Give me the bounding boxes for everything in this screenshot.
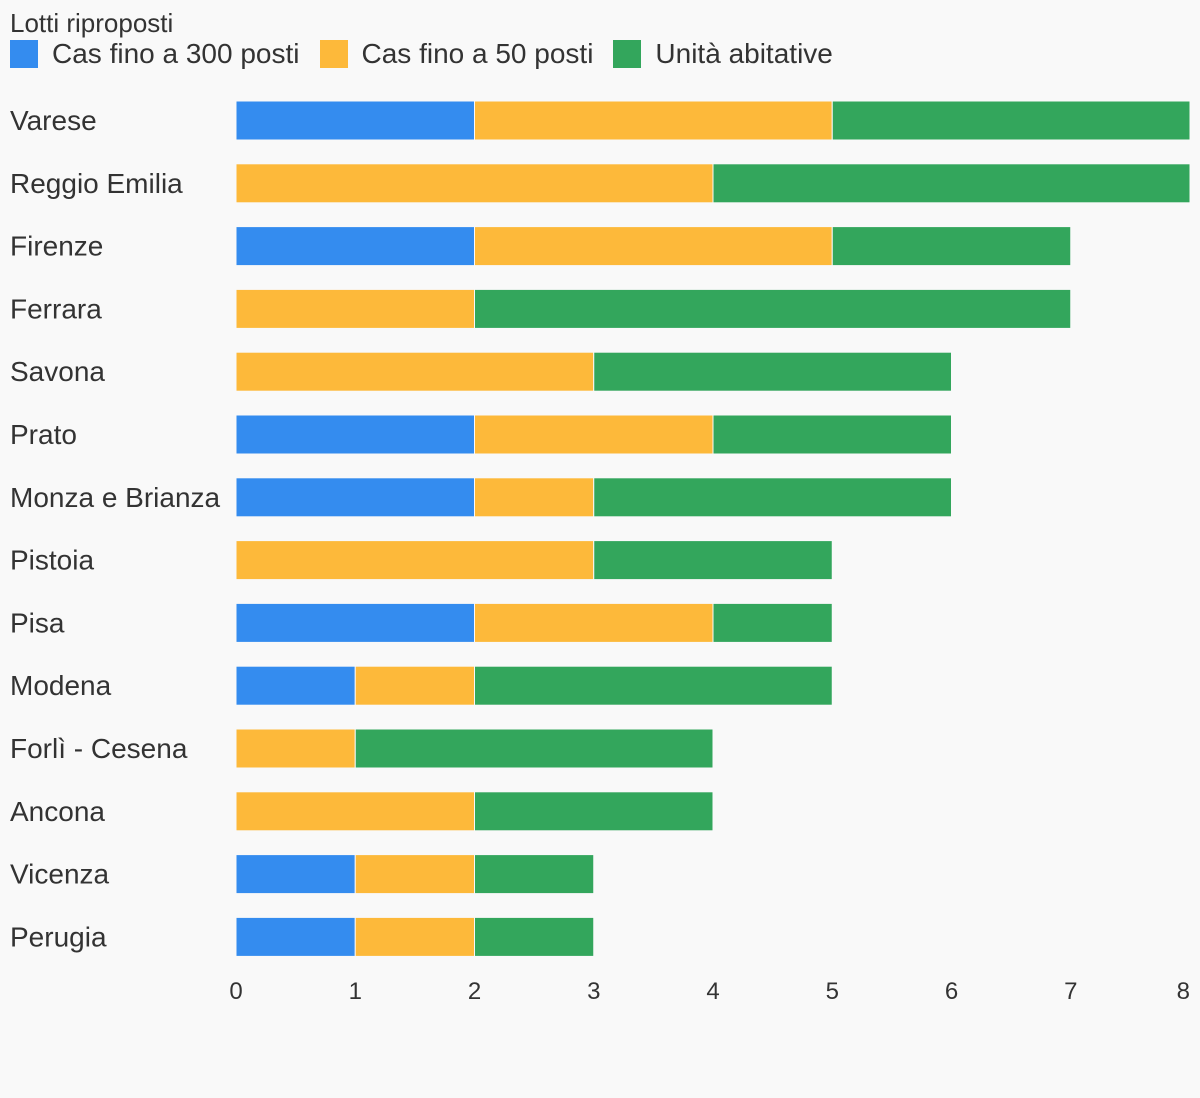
bar-savona-unita-abitative[interactable] — [593, 351, 952, 392]
legend-label-cas-50: Cas fino a 50 posti — [361, 38, 594, 69]
category-label-varese: Varese — [10, 105, 97, 136]
x-tick-label-6: 6 — [945, 978, 958, 1005]
category-label-modena: Modena — [10, 670, 112, 701]
bar-forli-cesena-unita-abitative[interactable] — [354, 728, 714, 769]
bar-monza-e-brianza-unita-abitative[interactable] — [593, 477, 952, 518]
legend-item-unita-abitative[interactable]: Unità abitative — [613, 38, 833, 70]
x-tick-label-3: 3 — [587, 978, 600, 1005]
bar-firenze-unita-abitative[interactable] — [831, 226, 1072, 267]
category-label-savona: Savona — [10, 356, 105, 387]
bar-monza-e-brianza-cas-fino-a-50-posti[interactable] — [474, 477, 595, 518]
bar-forli-cesena-cas-fino-a-50-posti[interactable] — [235, 728, 356, 769]
bar-vicenza-cas-fino-a-50-posti[interactable] — [354, 854, 475, 895]
x-tick-label-4: 4 — [706, 978, 719, 1005]
category-label-prato: Prato — [10, 419, 77, 450]
bar-perugia-cas-fino-a-300-posti[interactable] — [235, 916, 356, 957]
legend-swatch-cas-50 — [319, 40, 348, 68]
bar-reggio-emilia-cas-fino-a-50-posti[interactable] — [235, 163, 714, 204]
category-label-reggio-emilia: Reggio Emilia — [10, 168, 183, 199]
legend: Cas fino a 300 posti Cas fino a 50 posti… — [10, 38, 853, 70]
bar-varese-unita-abitative[interactable] — [831, 100, 1191, 141]
x-tick-label-7: 7 — [1064, 978, 1077, 1005]
bar-pistoia-cas-fino-a-50-posti[interactable] — [235, 540, 595, 581]
bar-vicenza-cas-fino-a-300-posti[interactable] — [235, 854, 356, 895]
legend-label-unita-abitative: Unità abitative — [655, 38, 833, 69]
bar-ferrara-unita-abitative[interactable] — [474, 288, 1072, 329]
legend-swatch-unita-abitative — [613, 40, 642, 68]
category-label-ancona: Ancona — [10, 796, 105, 827]
x-tick-label-5: 5 — [826, 978, 839, 1005]
category-label-pisa: Pisa — [10, 607, 65, 638]
bar-savona-cas-fino-a-50-posti[interactable] — [235, 351, 595, 392]
bar-pisa-cas-fino-a-50-posti[interactable] — [474, 602, 714, 643]
bar-modena-cas-fino-a-50-posti[interactable] — [354, 665, 475, 706]
bar-varese-cas-fino-a-50-posti[interactable] — [474, 100, 833, 141]
legend-item-cas-50[interactable]: Cas fino a 50 posti — [319, 38, 594, 70]
bar-perugia-unita-abitative[interactable] — [474, 916, 595, 957]
bar-prato-unita-abitative[interactable] — [712, 414, 952, 455]
bar-firenze-cas-fino-a-50-posti[interactable] — [474, 226, 833, 267]
bar-modena-unita-abitative[interactable] — [474, 665, 833, 706]
bar-ancona-unita-abitative[interactable] — [474, 791, 714, 832]
bar-ferrara-cas-fino-a-50-posti[interactable] — [235, 288, 475, 329]
bar-pisa-unita-abitative[interactable] — [712, 602, 833, 643]
legend-label-cas-300: Cas fino a 300 posti — [52, 38, 300, 69]
bar-ancona-cas-fino-a-50-posti[interactable] — [235, 791, 475, 832]
bar-pistoia-unita-abitative[interactable] — [593, 540, 833, 581]
x-tick-label-1: 1 — [349, 978, 362, 1005]
category-label-firenze: Firenze — [10, 231, 103, 262]
bar-perugia-cas-fino-a-50-posti[interactable] — [354, 916, 475, 957]
category-label-perugia: Perugia — [10, 921, 107, 952]
chart-title: Lotti riproposti — [10, 8, 174, 38]
category-label-forli-cesena: Forlì - Cesena — [10, 733, 188, 764]
bar-modena-cas-fino-a-300-posti[interactable] — [235, 665, 356, 706]
category-label-vicenza: Vicenza — [10, 859, 110, 890]
category-label-ferrara: Ferrara — [10, 293, 102, 324]
legend-swatch-cas-300 — [10, 40, 38, 68]
bar-reggio-emilia-unita-abitative[interactable] — [712, 163, 1191, 204]
legend-item-cas-300[interactable]: Cas fino a 300 posti — [10, 38, 300, 70]
bar-prato-cas-fino-a-300-posti[interactable] — [235, 414, 475, 455]
x-tick-label-8: 8 — [1177, 978, 1190, 1005]
bar-pisa-cas-fino-a-300-posti[interactable] — [235, 602, 475, 643]
category-label-pistoia: Pistoia — [10, 545, 94, 576]
category-label-monza-e-brianza: Monza e Brianza — [10, 482, 221, 513]
bar-vicenza-unita-abitative[interactable] — [474, 854, 595, 895]
bar-monza-e-brianza-cas-fino-a-300-posti[interactable] — [235, 477, 475, 518]
x-tick-label-2: 2 — [468, 978, 481, 1005]
bar-prato-cas-fino-a-50-posti[interactable] — [474, 414, 714, 455]
x-tick-label-0: 0 — [229, 978, 242, 1005]
bar-firenze-cas-fino-a-300-posti[interactable] — [235, 226, 475, 267]
bar-varese-cas-fino-a-300-posti[interactable] — [235, 100, 475, 141]
